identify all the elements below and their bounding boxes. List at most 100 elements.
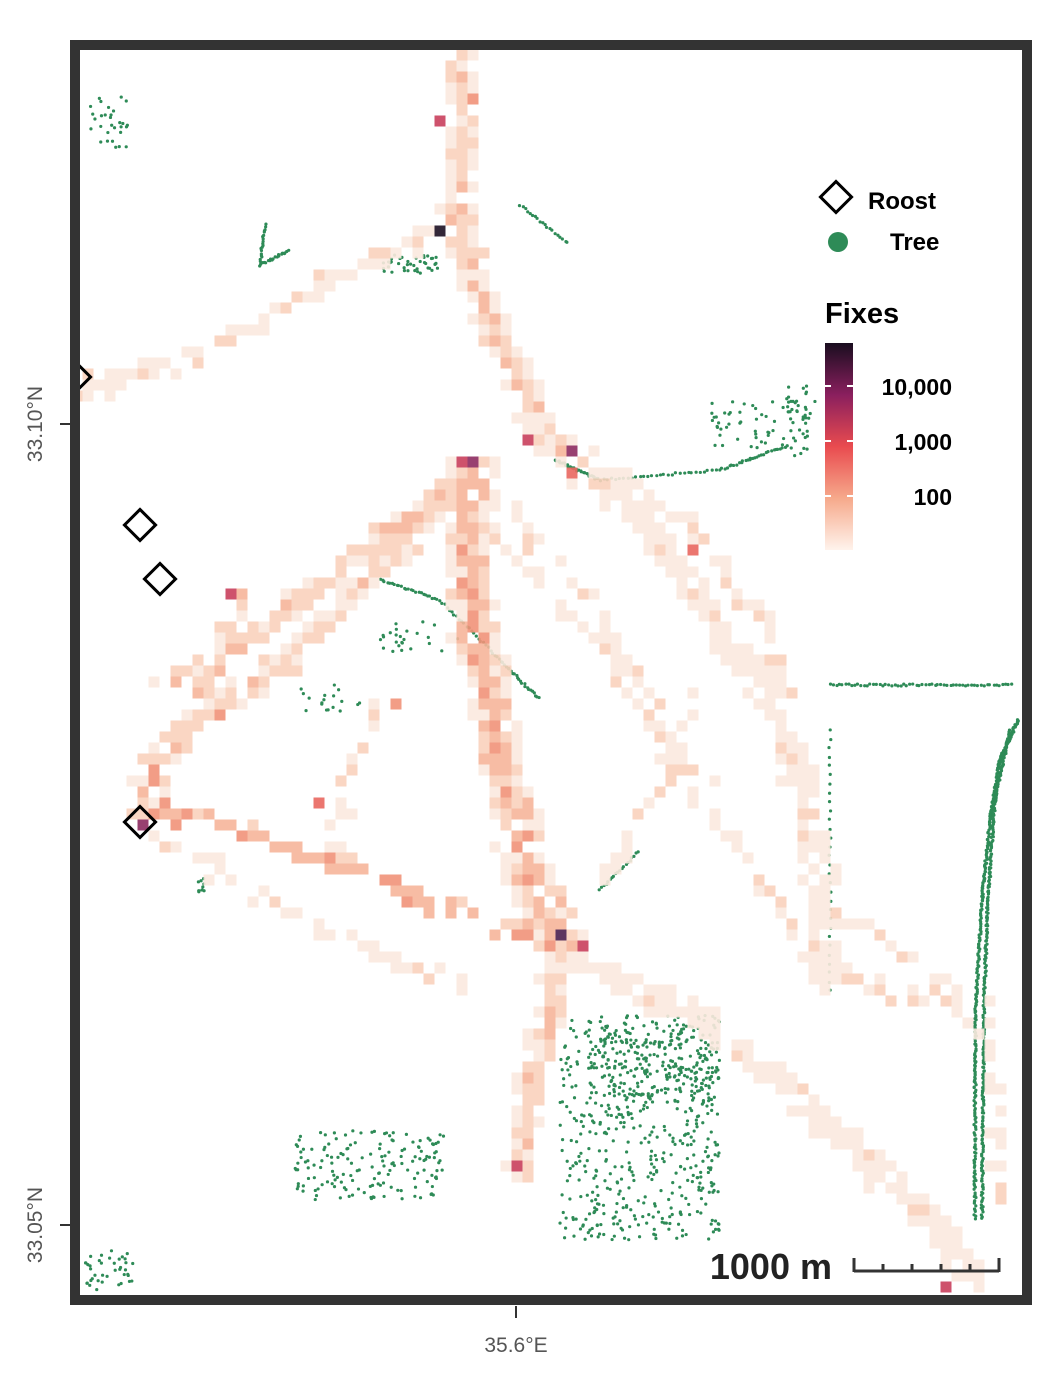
fixes-cell xyxy=(478,269,490,281)
tree-point xyxy=(595,1185,599,1189)
fixes-cell xyxy=(808,907,820,919)
tree-point xyxy=(712,1188,716,1193)
tree-point xyxy=(813,399,817,404)
tree-point xyxy=(695,1049,700,1053)
fixes-cell xyxy=(665,533,677,545)
fixes-cell xyxy=(577,962,589,974)
fixes-cell xyxy=(104,379,116,391)
fixes-cell xyxy=(621,852,633,864)
fixes-cell xyxy=(588,632,600,644)
tree-point xyxy=(597,888,601,892)
fixes-cell xyxy=(478,566,490,578)
fixes-cell xyxy=(93,379,105,391)
tree-point xyxy=(655,1135,659,1139)
tree-point xyxy=(711,1230,715,1234)
tree-point xyxy=(694,1075,698,1080)
tree-point xyxy=(264,261,268,265)
tree-point xyxy=(665,1075,669,1079)
tree-point xyxy=(99,99,103,104)
tree-point xyxy=(771,428,775,433)
fixes-cell xyxy=(874,984,886,996)
tree-point xyxy=(697,1185,701,1189)
tree-point xyxy=(692,1129,696,1133)
tree-point xyxy=(663,1052,667,1056)
tree-point xyxy=(887,683,891,687)
fixes-cell xyxy=(225,335,237,347)
tree-point xyxy=(801,417,805,421)
fixes-cell xyxy=(335,269,347,281)
fixes-cell xyxy=(830,951,842,963)
tree-point xyxy=(699,1175,703,1179)
fixes-cell xyxy=(269,896,281,908)
fixes-cell xyxy=(566,951,578,963)
tree-point xyxy=(642,1057,646,1061)
fixes-cell xyxy=(555,1017,567,1029)
tree-point xyxy=(791,421,795,425)
fixes-cell xyxy=(357,555,369,567)
fixes-cell xyxy=(819,951,831,963)
tree-point xyxy=(430,268,434,272)
fixes-cell xyxy=(137,368,149,380)
tree-point xyxy=(694,1084,698,1089)
tree-point xyxy=(987,683,991,687)
tree-point xyxy=(981,1210,985,1214)
tree-point xyxy=(759,453,763,457)
fixes-cell xyxy=(511,511,523,523)
tree-point xyxy=(890,684,894,688)
fixes-cell xyxy=(775,687,787,699)
tree-point xyxy=(789,446,793,450)
fixes-cell xyxy=(830,863,842,875)
fixes-cell xyxy=(346,588,358,600)
fixes-cell xyxy=(522,808,534,820)
fixes-cell xyxy=(456,489,468,501)
tree-point xyxy=(586,1034,590,1038)
fixes-cell xyxy=(511,1149,523,1161)
fixes-cell xyxy=(951,1237,963,1249)
fixes-cell xyxy=(401,236,413,248)
fixes-cell xyxy=(599,610,611,622)
fixes-cell xyxy=(291,665,303,677)
fixes-cell xyxy=(258,676,270,688)
tree-point xyxy=(640,1079,644,1084)
fixes-cell xyxy=(445,478,457,490)
tree-point xyxy=(645,1045,649,1049)
fixes-cell xyxy=(522,566,534,578)
fixes-cell xyxy=(137,786,149,798)
fixes-cell xyxy=(467,159,479,171)
tree-point xyxy=(568,1174,572,1178)
tree-point xyxy=(772,419,777,424)
fixes-cell xyxy=(269,665,281,677)
fixes-cell xyxy=(456,60,468,72)
fixes-cell xyxy=(775,753,787,765)
fixes-cell xyxy=(555,951,567,963)
tree-point xyxy=(655,474,659,478)
tree-point xyxy=(627,1168,632,1172)
tree-point xyxy=(807,416,811,420)
tree-point xyxy=(705,1071,709,1075)
fixes-cell xyxy=(764,676,776,688)
tree-point xyxy=(124,125,129,129)
tree-point xyxy=(296,1161,300,1165)
fixes-cell xyxy=(621,654,633,666)
tree-point xyxy=(692,1096,696,1100)
legend: Roost Tree Fixes 10,000 1,000 100 xyxy=(818,179,952,550)
tree-point xyxy=(621,1089,625,1093)
fixes-cell xyxy=(511,830,523,842)
tree-point xyxy=(654,1021,658,1025)
tree-point xyxy=(593,1206,597,1210)
fixes-cell xyxy=(852,1127,864,1139)
fixes-cell xyxy=(500,874,512,886)
fixes-cell xyxy=(533,1072,545,1084)
tree-point xyxy=(804,421,808,425)
tree-point xyxy=(648,1053,652,1057)
fixes-cell xyxy=(445,247,457,259)
fixes-cell xyxy=(709,555,721,567)
fixes-cell xyxy=(181,720,193,732)
fixes-cell xyxy=(522,1039,534,1051)
tree-point xyxy=(346,1146,350,1151)
fixes-cell xyxy=(786,775,798,787)
tree-point xyxy=(399,1189,403,1193)
tree-point xyxy=(668,1133,672,1137)
fixes-cell xyxy=(643,687,655,699)
fixes-cell xyxy=(742,1061,754,1073)
